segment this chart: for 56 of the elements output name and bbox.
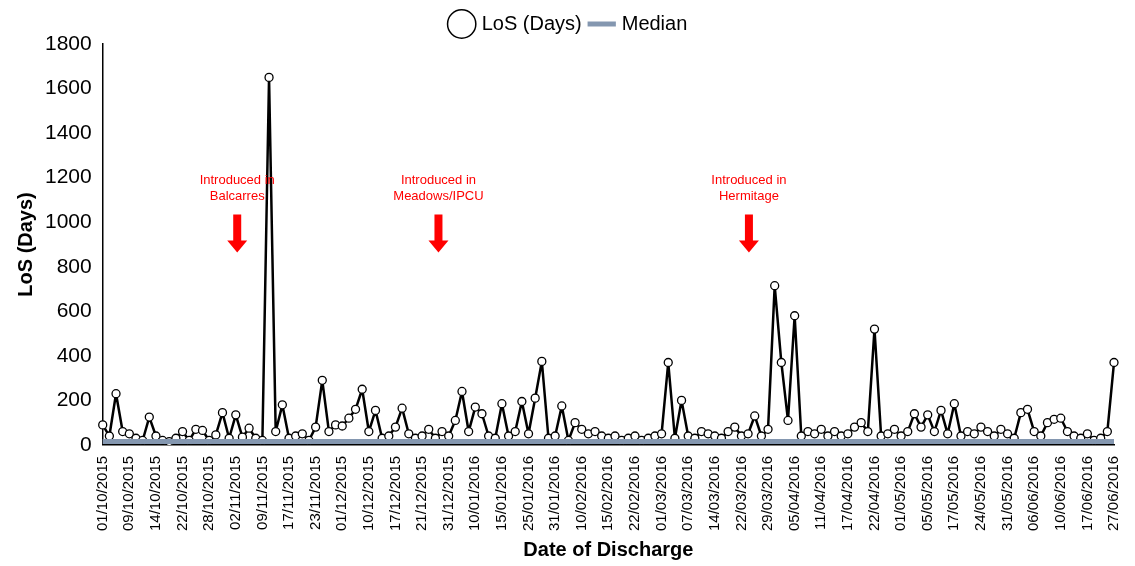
x-tick-label: 02/11/2015 xyxy=(225,455,243,530)
x-tick-label: 10/01/2016 xyxy=(465,455,483,531)
y-tick-label: 1200 xyxy=(45,164,92,188)
x-tick-label: 17/06/2016 xyxy=(1077,455,1095,531)
x-tick-label: 06/06/2016 xyxy=(1024,455,1042,531)
x-tick-label: 05/05/2016 xyxy=(917,455,935,531)
y-tick-label: 400 xyxy=(56,342,92,366)
x-tick-label: 10/02/2016 xyxy=(571,455,589,531)
y-tick-label: 1600 xyxy=(45,75,92,99)
x-axis-title: Date of Discharge xyxy=(523,537,694,560)
x-tick-label: 22/04/2016 xyxy=(864,455,882,531)
x-tick-label: 22/02/2016 xyxy=(625,455,643,531)
x-tick-label: 28/10/2015 xyxy=(199,455,217,531)
x-tick-label: 23/11/2015 xyxy=(305,455,323,530)
y-tick-label: 200 xyxy=(56,387,92,411)
x-tick-label: 17/04/2016 xyxy=(838,455,856,531)
annotation: Introduced in Meadows/IPCU xyxy=(393,172,484,204)
x-tick-label: 31/05/2016 xyxy=(997,455,1015,531)
x-tick-label: 07/03/2016 xyxy=(678,455,696,531)
x-tick-label: 27/06/2016 xyxy=(1104,455,1122,531)
x-tick-label: 09/11/2015 xyxy=(252,455,270,530)
x-tick-label: 31/12/2015 xyxy=(438,455,456,531)
x-tick-label: 24/05/2016 xyxy=(971,455,989,531)
x-tick-label: 11/04/2016 xyxy=(811,455,829,530)
x-tick-label: 14/10/2015 xyxy=(146,455,164,531)
y-axis-title: LoS (Days) xyxy=(13,192,36,297)
x-tick-label: 15/01/2016 xyxy=(492,455,510,531)
x-tick-label: 29/03/2016 xyxy=(758,455,776,531)
x-tick-label: 22/03/2016 xyxy=(731,455,749,531)
x-tick-label: 05/04/2016 xyxy=(784,455,802,531)
x-tick-label: 17/05/2016 xyxy=(944,455,962,531)
y-tick-label: 800 xyxy=(56,253,92,277)
x-tick-label: 25/01/2016 xyxy=(518,455,536,531)
x-tick-label: 17/12/2015 xyxy=(385,455,403,531)
x-tick-label: 01/10/2015 xyxy=(92,455,110,531)
x-tick-label: 21/12/2015 xyxy=(412,455,430,531)
y-tick-label: 0 xyxy=(80,431,92,455)
y-tick-label: 1800 xyxy=(45,30,92,54)
annotation: Introduced in Balcarres xyxy=(199,172,275,204)
x-tick-label: 01/12/2015 xyxy=(332,455,350,531)
y-tick-label: 1000 xyxy=(45,208,92,232)
x-tick-label: 17/11/2015 xyxy=(279,455,297,530)
x-tick-label: 01/05/2016 xyxy=(891,455,909,531)
annotation: Introduced in Hermitage xyxy=(711,172,787,204)
y-tick-label: 1400 xyxy=(45,119,92,143)
legend-label: LoS (Days) xyxy=(481,11,582,34)
legend-label: Median xyxy=(621,11,688,34)
y-tick-label: 600 xyxy=(56,298,92,322)
x-tick-label: 14/03/2016 xyxy=(704,455,722,531)
x-tick-label: 09/10/2015 xyxy=(119,455,137,531)
x-tick-label: 10/06/2016 xyxy=(1050,455,1068,531)
x-tick-label: 22/10/2015 xyxy=(172,455,190,531)
x-tick-label: 15/02/2016 xyxy=(598,455,616,531)
x-tick-label: 31/01/2016 xyxy=(545,455,563,531)
x-tick-label: 01/03/2016 xyxy=(651,455,669,531)
x-tick-label: 10/12/2015 xyxy=(358,455,376,531)
